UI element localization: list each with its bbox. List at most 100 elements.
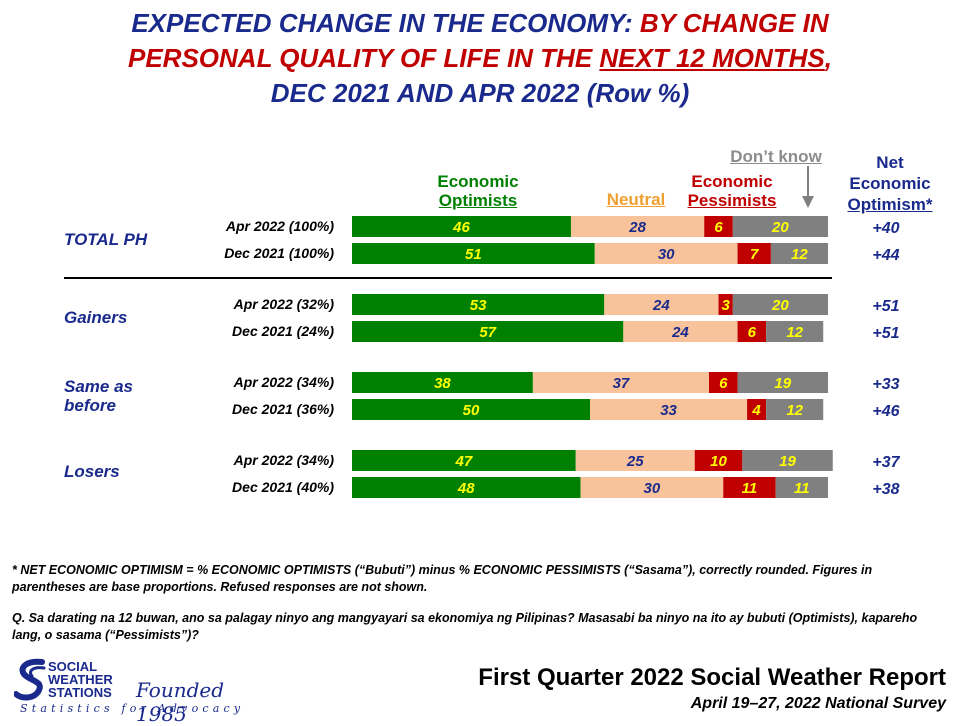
- legend-dont-know: Don’t know: [714, 147, 838, 166]
- legend-net-line3: Optimism*: [847, 195, 933, 214]
- bar-segment-neutral: [594, 243, 738, 264]
- bar-segment-neutral: [532, 372, 709, 393]
- bar-segment-optimists: [352, 372, 533, 393]
- bar-value-label-neutral: 37: [613, 375, 630, 392]
- footer-subtitle: April 19–27, 2022 National Survey: [690, 695, 946, 712]
- bar-value-label-dont-know: 12: [786, 324, 803, 341]
- row-label: Dec 2021 (36%): [232, 401, 334, 417]
- legend-dont-know-label: Don’t know: [730, 147, 822, 166]
- legend-net-optimism: Net Economic Optimism*: [832, 152, 948, 215]
- bar-value-label-dont-know: 11: [794, 480, 810, 497]
- bar-segment-neutral: [623, 321, 738, 342]
- net-optimism-value: +44: [872, 247, 900, 264]
- sws-logo: SOCIAL WEATHER STATIONS Founded 1985 Sta…: [14, 656, 274, 726]
- bar-segment-dont-know: [737, 372, 828, 393]
- bar-segment-neutral: [590, 399, 748, 420]
- legend-pessimists-line1: Economic: [691, 172, 773, 191]
- group-separator: [64, 277, 832, 279]
- bar-segment-optimists: [352, 477, 581, 498]
- bar-value-label-optimists: 38: [434, 375, 451, 392]
- bar-value-label-pessimists: 6: [719, 375, 728, 392]
- dont-know-arrow-icon: [802, 166, 814, 208]
- bar-value-label-neutral: 33: [660, 402, 677, 419]
- bar-value-label-neutral: 24: [652, 297, 670, 314]
- bar-value-label-neutral: 25: [626, 453, 644, 470]
- chart-title: EXPECTED CHANGE IN THE ECONOMY: BY CHANG…: [0, 6, 960, 111]
- net-optimism-value: +40: [872, 220, 900, 237]
- bar-segment-optimists: [352, 321, 624, 342]
- group-label-same-line1: Same as: [64, 377, 133, 396]
- row-label: Dec 2021 (24%): [232, 323, 334, 339]
- bar-segment-neutral: [604, 294, 719, 315]
- legend-optimists-line2: Optimists: [438, 191, 518, 210]
- bar-segment-pessimists: [709, 372, 738, 393]
- logo-line2: WEATHER: [48, 672, 113, 687]
- logo-tagline: Statistics for Advocacy: [20, 702, 245, 715]
- net-optimism-value: +37: [872, 454, 900, 471]
- net-optimism-value: +38: [872, 481, 900, 498]
- bar-segment-pessimists: [737, 243, 771, 264]
- bar-value-label-dont-know: 12: [786, 402, 803, 419]
- bar-value-label-optimists: 48: [457, 480, 475, 497]
- bar-segment-optimists: [352, 243, 595, 264]
- bar-value-label-neutral: 28: [628, 219, 646, 236]
- logo-org-name: SOCIAL WEATHER STATIONS: [48, 660, 113, 699]
- bar-value-label-optimists: 57: [479, 324, 496, 341]
- group-label-same: Same as before: [64, 377, 133, 415]
- title-part-3: PERSONAL QUALITY OF LIFE IN THE: [127, 43, 593, 73]
- group-label-same-line2: before: [64, 396, 116, 415]
- net-optimism-value: +46: [872, 403, 900, 420]
- bar-segment-neutral: [570, 216, 705, 237]
- sws-swirl-icon: [14, 658, 46, 701]
- bar-segment-pessimists: [723, 477, 776, 498]
- bar-segment-pessimists: [737, 321, 767, 342]
- bar-value-label-pessimists: 4: [751, 402, 761, 419]
- bar-value-label-neutral: 30: [658, 246, 675, 263]
- bar-value-label-neutral: 30: [644, 480, 661, 497]
- bar-segment-dont-know: [775, 477, 828, 498]
- title-part-1: EXPECTED CHANGE IN THE ECONOMY:: [131, 8, 633, 38]
- legend-pessimists: Economic Pessimists: [672, 172, 792, 210]
- legend-net-line1: Net: [876, 153, 904, 172]
- bar-value-label-optimists: 51: [465, 246, 482, 263]
- logo-line1: SOCIAL: [48, 659, 98, 674]
- legend-pessimists-line2: Pessimists: [687, 191, 777, 210]
- bar-segment-dont-know: [766, 321, 824, 342]
- bar-segment-dont-know: [766, 399, 824, 420]
- bar-segment-optimists: [352, 294, 605, 315]
- bar-value-label-dont-know: 19: [774, 375, 791, 392]
- bar-segment-dont-know: [770, 243, 828, 264]
- title-part-6: DEC 2021 AND APR 2022 (Row %): [270, 78, 690, 108]
- group-label-total: TOTAL PH: [64, 230, 148, 249]
- bar-value-label-dont-know: 12: [791, 246, 808, 263]
- row-label: Dec 2021 (100%): [224, 245, 334, 261]
- legend-optimists-line1: Economic: [437, 172, 519, 191]
- legend-neutral: Neutral: [596, 190, 676, 209]
- bar-value-label-dont-know: 20: [771, 219, 789, 236]
- bar-segment-optimists: [352, 216, 571, 237]
- bar-segment-dont-know: [742, 450, 833, 471]
- net-optimism-value: +51: [872, 298, 900, 315]
- bar-value-label-pessimists: 6: [714, 219, 723, 236]
- group-label-gainers: Gainers: [64, 308, 128, 327]
- footnote-definition: * NET ECONOMIC OPTIMISM = % ECONOMIC OPT…: [12, 563, 873, 594]
- row-label: Apr 2022 (34%): [233, 374, 334, 390]
- bar-value-label-optimists: 50: [463, 402, 480, 419]
- legend-net-line2: Economic: [849, 174, 931, 193]
- row-label: Apr 2022 (34%): [233, 452, 334, 468]
- title-part-5: ,: [824, 43, 833, 73]
- bar-segment-neutral: [580, 477, 724, 498]
- bar-segment-optimists: [352, 399, 590, 420]
- bar-value-label-pessimists: 7: [750, 246, 759, 263]
- bar-value-label-pessimists: 10: [710, 453, 727, 470]
- row-label: Apr 2022 (32%): [233, 296, 334, 312]
- bar-segment-optimists: [352, 450, 576, 471]
- bar-value-label-optimists: 46: [452, 219, 470, 236]
- title-part-2: BY CHANGE IN: [639, 8, 829, 38]
- row-label: Apr 2022 (100%): [225, 218, 334, 234]
- bar-value-label-optimists: 47: [455, 453, 473, 470]
- title-part-4: NEXT 12 MONTHS: [599, 43, 825, 73]
- net-optimism-value: +33: [872, 376, 900, 393]
- bar-segment-neutral: [575, 450, 695, 471]
